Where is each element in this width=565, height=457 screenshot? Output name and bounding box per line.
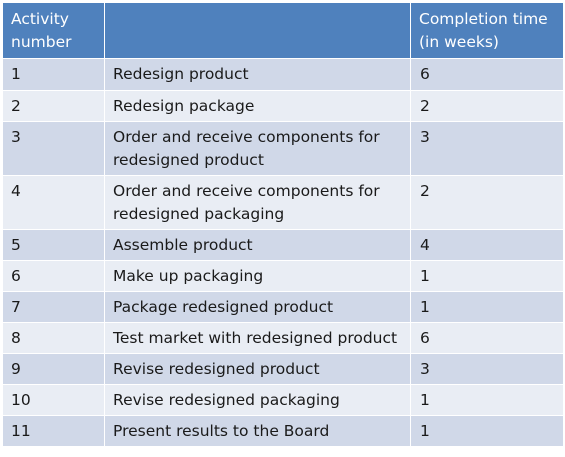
activity-description-cell: Order and receive components for redesign… (104, 175, 411, 230)
completion-time-cell: 2 (410, 175, 564, 230)
header-time-line2: (in weeks) (419, 33, 499, 51)
activity-number-cell: 11 (2, 415, 105, 447)
header-activity-number: Activity number (2, 2, 105, 59)
description-line1: Order and receive components for (113, 182, 380, 200)
activity-number-cell: 9 (2, 353, 105, 385)
description-line2: redesigned product (113, 151, 264, 169)
activity-description-cell: Revise redesigned packaging (104, 384, 411, 416)
description-line1: Revise redesigned packaging (113, 391, 340, 409)
completion-time-cell: 1 (410, 291, 564, 323)
header-activity-line2: number (11, 33, 72, 51)
completion-time-cell: 6 (410, 58, 564, 91)
activity-description-cell: Package redesigned product (104, 291, 411, 323)
activity-number-cell: 7 (2, 291, 105, 323)
completion-time-cell: 6 (410, 322, 564, 354)
table-row: 2 Redesign package 2 (2, 90, 564, 122)
header-completion-time: Completion time (in weeks) (410, 2, 564, 59)
activity-description-cell: Redesign package (104, 90, 411, 122)
activity-description-cell: Redesign product (104, 58, 411, 91)
table-row: 3 Order and receive components for redesig… (2, 121, 564, 176)
completion-time-cell: 3 (410, 121, 564, 176)
header-row: Activity number Completion time (in weeks) (2, 2, 564, 59)
description-line1: Redesign package (113, 97, 255, 115)
description-line1: Revise redesigned product (113, 360, 320, 378)
description-line1: Make up packaging (113, 267, 264, 285)
activity-number-cell: 1 (2, 58, 105, 91)
description-line1: Package redesigned product (113, 298, 334, 316)
completion-time-cell: 3 (410, 353, 564, 385)
description-line2: redesigned packaging (113, 205, 285, 223)
activity-number-cell: 10 (2, 384, 105, 416)
completion-time-cell: 4 (410, 229, 564, 261)
activity-description-cell: Test market with redesigned product (104, 322, 411, 354)
description-line1: Present results to the Board (113, 422, 330, 440)
header-activity-line1: Activity (11, 10, 69, 28)
table-row: 6 Make up packaging 1 (2, 260, 564, 292)
activity-description-cell: Present results to the Board (104, 415, 411, 447)
description-line1: Order and receive components for (113, 128, 380, 146)
description-line1: Test market with redesigned product (113, 329, 398, 347)
activity-description-cell: Order and receive components for redesign… (104, 121, 411, 176)
activity-table: Activity number Completion time (in weeks)… (2, 2, 564, 447)
header-description (104, 2, 411, 59)
activity-number-cell: 4 (2, 175, 105, 230)
completion-time-cell: 1 (410, 260, 564, 292)
table-row: 5 Assemble product 4 (2, 229, 564, 261)
table-row: 11 Present results to the Board 1 (2, 415, 564, 447)
completion-time-cell: 1 (410, 415, 564, 447)
table-row: 10 Revise redesigned packaging 1 (2, 384, 564, 416)
header-time-line1: Completion time (419, 10, 548, 28)
table-row: 4 Order and receive components for redesig… (2, 175, 564, 230)
table-row: 8 Test market with redesigned product 6 (2, 322, 564, 354)
description-line1: Redesign product (113, 65, 249, 83)
completion-time-cell: 2 (410, 90, 564, 122)
table-row: 7 Package redesigned product 1 (2, 291, 564, 323)
description-line1: Assemble product (113, 236, 253, 254)
activity-number-cell: 6 (2, 260, 105, 292)
activity-number-cell: 3 (2, 121, 105, 176)
activity-number-cell: 2 (2, 90, 105, 122)
completion-time-cell: 1 (410, 384, 564, 416)
table-row: 1 Redesign product 6 (2, 58, 564, 91)
activity-description-cell: Make up packaging (104, 260, 411, 292)
activity-description-cell: Assemble product (104, 229, 411, 261)
table-row: 9 Revise redesigned product 3 (2, 353, 564, 385)
activity-description-cell: Revise redesigned product (104, 353, 411, 385)
activity-number-cell: 8 (2, 322, 105, 354)
activity-number-cell: 5 (2, 229, 105, 261)
